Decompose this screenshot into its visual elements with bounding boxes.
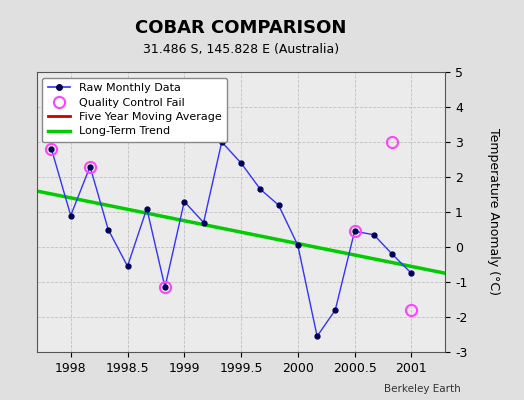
Legend: Raw Monthly Data, Quality Control Fail, Five Year Moving Average, Long-Term Tren: Raw Monthly Data, Quality Control Fail, … (42, 78, 227, 142)
Y-axis label: Temperature Anomaly (°C): Temperature Anomaly (°C) (487, 128, 500, 296)
Text: COBAR COMPARISON: COBAR COMPARISON (135, 19, 347, 37)
Text: Berkeley Earth: Berkeley Earth (385, 384, 461, 394)
Text: 31.486 S, 145.828 E (Australia): 31.486 S, 145.828 E (Australia) (143, 44, 339, 56)
